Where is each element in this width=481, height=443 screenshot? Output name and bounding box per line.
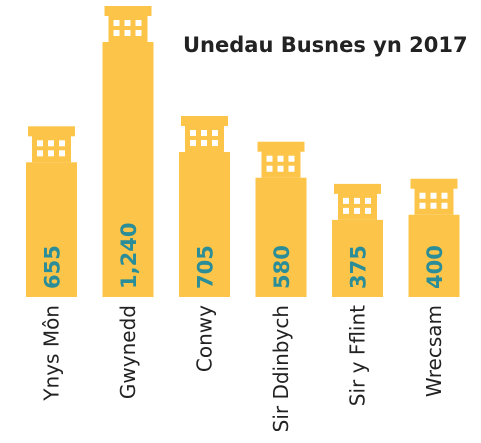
bar-icon-window xyxy=(277,155,284,162)
value-label: 580 xyxy=(270,245,294,289)
bar-icon-window xyxy=(190,140,196,147)
chart-title: Unedau Busnes yn 2017 xyxy=(183,33,468,57)
bar xyxy=(255,177,307,297)
bar-icon-roof xyxy=(104,6,152,16)
bar-icon-window xyxy=(343,207,349,214)
bar-icon-window xyxy=(266,165,273,172)
bar-icon-window xyxy=(365,207,371,214)
bar-icon-window xyxy=(124,20,131,26)
bar-icon-window xyxy=(419,202,426,209)
bar-icon-roof xyxy=(28,126,75,137)
bar-icon-window xyxy=(212,130,218,137)
x-tick-label: Wrecsam xyxy=(422,305,446,397)
bar-icon-window xyxy=(288,165,295,172)
bar-icon-roof xyxy=(257,141,305,152)
x-tick-label: Sir Ddinbych xyxy=(269,305,293,432)
bar-icon-window xyxy=(59,140,65,147)
x-tick-label: Conwy xyxy=(193,305,217,372)
bar-icon xyxy=(185,124,224,153)
bar-icon-window xyxy=(277,165,284,172)
bar xyxy=(408,214,460,297)
bar-icon-window xyxy=(266,155,273,162)
bar-icon xyxy=(414,186,454,215)
bar-icon-window xyxy=(354,207,360,214)
bar-icon-window xyxy=(430,202,437,209)
bar-icon-window xyxy=(441,192,448,199)
bar-icon-window xyxy=(113,20,120,26)
bar-icon-window xyxy=(343,197,349,204)
bar xyxy=(179,152,230,297)
bar-icon-roof xyxy=(181,116,228,127)
value-label: 375 xyxy=(347,245,371,289)
bar-icon-window xyxy=(430,192,437,199)
value-label: 1,240 xyxy=(117,223,141,289)
value-label: 705 xyxy=(194,245,218,289)
bar-icon-window xyxy=(113,30,120,36)
bar-icon-window xyxy=(59,150,65,157)
bar xyxy=(332,219,383,297)
bar-icon-window xyxy=(288,155,295,162)
bar-icon xyxy=(108,14,148,42)
bar-icon-window xyxy=(135,30,142,36)
bar-icon-window xyxy=(201,140,207,147)
bar-icon-window xyxy=(48,150,54,157)
bar-icon-window xyxy=(37,150,43,157)
bar-icon-window xyxy=(201,130,207,137)
bar-icon-window xyxy=(441,202,448,209)
bar-icon-window xyxy=(48,140,54,147)
bar-icon-window xyxy=(419,192,426,199)
bar-icon-window xyxy=(212,140,218,147)
value-label: 400 xyxy=(423,245,447,289)
bar-icon-window xyxy=(354,197,360,204)
x-tick-label: Gwynedd xyxy=(116,305,140,399)
x-tick-label: Sir y Fflint xyxy=(346,305,370,406)
bar-icon-window xyxy=(190,130,196,137)
bar-icon xyxy=(338,191,377,220)
bar-icon-roof xyxy=(410,178,458,189)
bar xyxy=(26,162,77,297)
x-tick-label: Ynys Môn xyxy=(40,305,64,402)
bar-icon-roof xyxy=(334,183,381,194)
bar-icon xyxy=(32,134,71,163)
bar-icon-window xyxy=(135,20,142,26)
bar-icon-window xyxy=(124,30,131,36)
bar xyxy=(102,42,154,297)
bar-icon xyxy=(261,149,301,178)
bar-icon-window xyxy=(365,197,371,204)
bar-icon-window xyxy=(37,140,43,147)
value-label: 655 xyxy=(41,245,65,289)
